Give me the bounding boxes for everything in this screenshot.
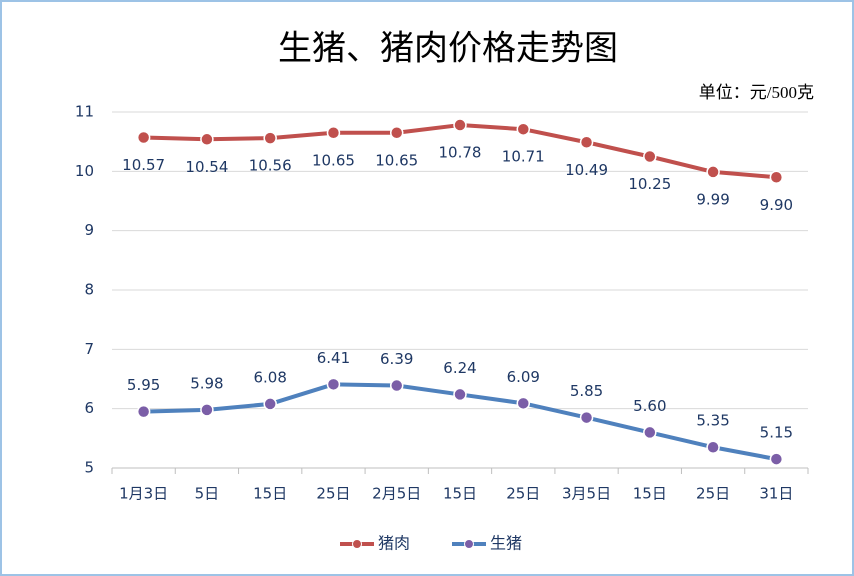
point [136,404,151,419]
point [769,452,784,466]
x-tick-label: 15日 [443,485,477,503]
point [326,377,341,392]
x-tick-label: 2月5日 [372,485,421,503]
y-tick-label: 8 [84,281,94,299]
point [389,378,404,393]
point [643,425,657,440]
x-tick-label: 1月3日 [119,485,168,503]
x-tick-label: 25日 [696,485,730,503]
legend-marker [464,539,474,549]
x-tick-label: 31日 [759,485,793,503]
x-tick-label: 25日 [506,485,540,503]
x-tick-label: 3月5日 [562,485,611,503]
x-tick-label: 15日 [633,485,667,503]
chart-title: 生猪、猪肉价格走势图 [278,29,618,69]
legend-label: 生猪 [490,534,522,553]
value-label: 10.65 [375,151,418,169]
value-label: 10.57 [122,156,165,174]
value-label: 5.98 [190,374,223,392]
point [453,387,467,402]
value-label: 10.78 [439,144,482,162]
value-label: 6.39 [380,350,413,368]
y-tick-label: 7 [84,340,94,358]
x-tick-label: 15日 [253,485,287,503]
value-label: 5.15 [760,424,793,442]
point [643,149,657,164]
x-tick-label: 5日 [195,485,220,503]
point [136,130,151,145]
value-label: 10.65 [312,151,355,169]
point [516,396,531,411]
value-label: 6.41 [317,349,350,367]
value-label: 5.60 [633,397,666,415]
value-label: 6.08 [253,368,286,386]
value-label: 10.56 [249,157,292,175]
value-label: 10.25 [628,175,671,193]
point [200,132,214,147]
value-label: 10.54 [185,158,228,176]
y-tick-label: 6 [84,399,94,417]
point [453,118,467,132]
point [389,126,404,140]
value-label: 5.35 [696,412,729,430]
value-label: 5.95 [127,376,160,394]
value-label: 10.49 [565,161,608,179]
value-label: 10.71 [502,148,545,166]
y-tick-label: 10 [75,162,94,180]
y-tick-label: 11 [75,103,94,121]
value-label: 9.99 [696,190,729,208]
y-tick-label: 5 [84,459,94,477]
point [706,440,720,454]
legend-marker [352,539,362,549]
point [516,122,531,136]
x-tick-label: 25日 [316,485,350,503]
value-label: 6.09 [507,368,540,386]
point [706,165,720,179]
point [326,126,341,140]
point [263,397,277,411]
point [200,403,214,417]
y-tick-label: 9 [84,221,94,239]
value-label: 6.24 [443,359,476,377]
point [263,131,277,145]
value-label: 5.85 [570,382,603,400]
point [579,410,594,425]
point [579,135,594,150]
point [769,170,784,185]
chart-subtitle: 单位：元/500克 [699,83,814,102]
legend-label: 猪肉 [378,534,410,553]
value-label: 9.90 [760,196,793,214]
